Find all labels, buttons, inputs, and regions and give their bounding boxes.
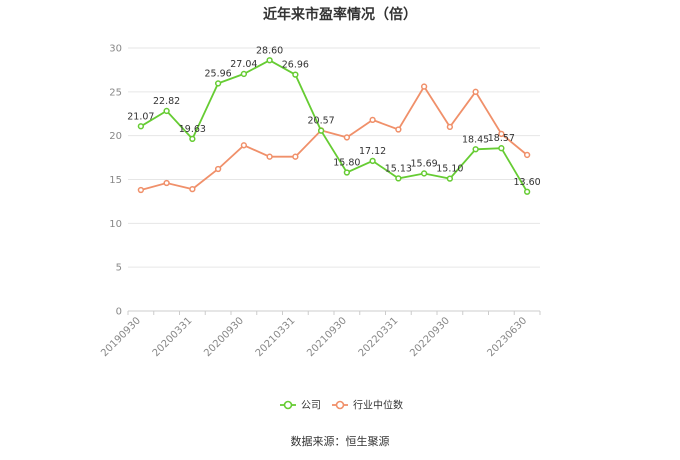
data-point <box>240 142 248 149</box>
y-tick-label: 25 <box>109 87 122 98</box>
x-tick-label: 20200930 <box>202 315 246 359</box>
y-tick-label: 30 <box>109 44 122 55</box>
data-label: 27.04 <box>230 59 257 70</box>
series-lines <box>137 57 531 195</box>
grid-lines <box>128 47 540 268</box>
data-point <box>343 169 351 176</box>
data-point <box>214 165 222 173</box>
data-point <box>420 170 428 177</box>
legend-swatch-marker <box>335 400 345 410</box>
data-point <box>472 146 479 153</box>
data-label: 22.82 <box>153 96 180 107</box>
data-label: 13.60 <box>514 177 541 188</box>
data-point <box>369 116 376 124</box>
data-point <box>214 80 222 87</box>
series-line <box>140 84 528 191</box>
data-label: 15.10 <box>436 164 463 175</box>
y-tick-label: 5 <box>116 263 122 274</box>
data-point <box>472 88 479 95</box>
data-point <box>369 157 376 165</box>
x-tick-label: 20220331 <box>357 315 401 359</box>
data-point <box>163 107 170 115</box>
chart-title: 近年来市盈率情况（倍） <box>263 7 417 23</box>
x-tick-label: 20210331 <box>254 315 298 359</box>
x-tick-label: 20220930 <box>408 315 452 359</box>
data-point <box>292 153 299 160</box>
data-label: 21.07 <box>127 111 154 122</box>
data-point <box>317 127 325 134</box>
x-tick-label: 20190930 <box>99 315 143 359</box>
data-point <box>446 175 454 182</box>
x-tick-label: 20200331 <box>151 315 195 359</box>
series-line <box>140 59 528 193</box>
data-label: 17.12 <box>359 146 386 157</box>
x-tick-label: 20230630 <box>485 315 529 359</box>
data-point <box>266 57 273 64</box>
data-point <box>498 145 505 152</box>
data-source-note: 数据来源：恒生聚源 <box>290 435 390 448</box>
data-point <box>189 135 196 143</box>
data-label: 26.96 <box>282 60 309 71</box>
legend: 公司 行业中位数 <box>280 399 403 412</box>
data-point <box>240 70 248 78</box>
data-point <box>163 179 170 187</box>
data-label: 15.13 <box>385 163 412 174</box>
data-point <box>292 71 299 78</box>
data-point <box>523 151 531 159</box>
data-point <box>395 126 402 133</box>
data-label: 15.80 <box>333 157 360 168</box>
y-tick-label: 0 <box>116 307 122 318</box>
data-point <box>498 130 505 138</box>
x-tick-label: 20210930 <box>305 315 349 359</box>
data-point <box>446 123 454 131</box>
data-label: 19.63 <box>179 124 206 135</box>
data-label: 18.45 <box>462 134 489 145</box>
y-tick-label: 15 <box>109 175 122 186</box>
legend-label: 公司 <box>301 401 321 412</box>
data-point <box>420 83 428 90</box>
data-label: 25.96 <box>205 68 232 79</box>
data-point <box>137 186 145 194</box>
y-tick-label: 10 <box>109 219 122 230</box>
legend-label: 行业中位数 <box>353 399 403 412</box>
data-point <box>523 188 531 195</box>
legend-swatch-marker <box>283 400 293 410</box>
data-label: 28.60 <box>256 45 283 56</box>
data-point <box>266 153 273 160</box>
data-label: 20.57 <box>308 116 335 127</box>
data-point <box>189 185 196 193</box>
data-point <box>343 134 351 141</box>
data-point <box>137 123 145 130</box>
data-label: 15.69 <box>411 158 438 169</box>
data-label: 18.57 <box>488 133 515 144</box>
y-tick-label: 20 <box>109 131 122 142</box>
data-point <box>395 175 402 182</box>
